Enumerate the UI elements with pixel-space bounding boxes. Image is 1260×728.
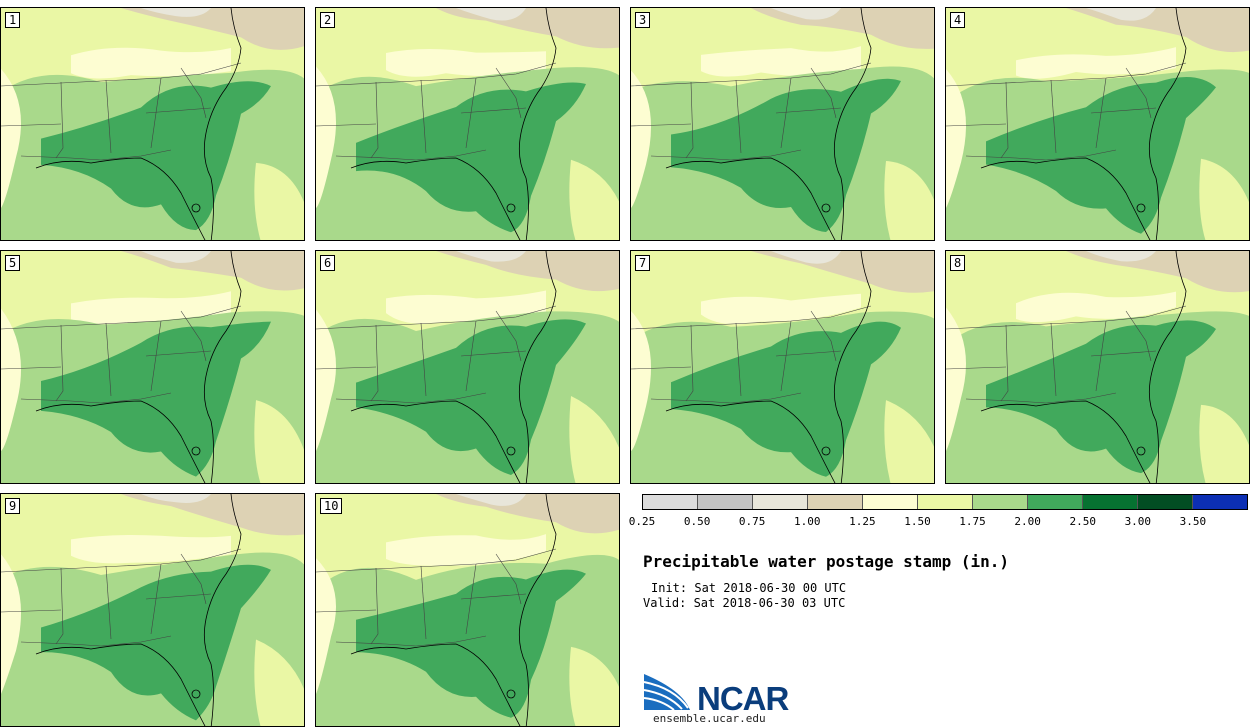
colorbar-tick-label: 2.50 — [1069, 515, 1096, 528]
colorbar-swatch — [973, 495, 1028, 509]
colorbar-swatch — [1193, 495, 1247, 509]
map-panel: 3 — [630, 7, 935, 241]
colorbar-tick-label: 1.75 — [959, 515, 986, 528]
colorbar-tick-label: 1.25 — [849, 515, 876, 528]
page-title: Precipitable water postage stamp (in.) — [643, 552, 1010, 571]
colorbar — [642, 494, 1248, 510]
colorbar-swatch — [643, 495, 698, 509]
colorbar-swatch — [918, 495, 973, 509]
map-panel: 10 — [315, 493, 620, 727]
panel-number: 4 — [950, 12, 966, 28]
colorbar-tick-label: 3.50 — [1179, 515, 1207, 528]
colorbar-swatch — [808, 495, 863, 509]
map-panel: 1 — [0, 7, 305, 241]
init-time: Init: Sat 2018-06-30 00 UTC — [651, 581, 847, 595]
map-panel: 7 — [630, 250, 935, 484]
colorbar-tick-label: 2.00 — [1014, 515, 1041, 528]
panel-number: 10 — [320, 498, 343, 514]
colorbar-swatch — [698, 495, 753, 509]
map-panel: 8 — [945, 250, 1250, 484]
panel-number: 9 — [5, 498, 21, 514]
valid-time: Valid: Sat 2018-06-30 03 UTC — [643, 596, 846, 610]
panel-number: 2 — [320, 12, 336, 28]
map-panel: 2 — [315, 7, 620, 241]
logo-text: NCAR — [697, 680, 789, 717]
map-panel: 9 — [0, 493, 305, 727]
logo-url: ensemble.ucar.edu — [653, 712, 766, 725]
colorbar-tick-label: 3.00 — [1124, 515, 1152, 528]
panel-number: 3 — [635, 12, 651, 28]
colorbar-tick-label: 0.25 — [628, 515, 656, 528]
map-panel: 4 — [945, 7, 1250, 241]
colorbar-swatch — [1028, 495, 1083, 509]
panel-number: 1 — [5, 12, 21, 28]
colorbar-tick-label: 0.50 — [683, 515, 711, 528]
panel-number: 8 — [950, 255, 966, 271]
ncar-logo-icon — [643, 674, 690, 711]
map-panel: 5 — [0, 250, 305, 484]
panel-number: 5 — [5, 255, 21, 271]
colorbar-swatch — [1083, 495, 1138, 509]
panel-number: 6 — [320, 255, 336, 271]
colorbar-swatch — [863, 495, 918, 509]
map-panel: 6 — [315, 250, 620, 484]
panel-number: 7 — [635, 255, 651, 271]
colorbar-tick-label: 1.00 — [794, 515, 821, 528]
colorbar-tick-label: 0.75 — [738, 515, 766, 528]
colorbar-ticks: 0.25 0.50 0.75 1.00 1.25 1.50 1.75 2.00 2.50 3.00… — [627, 515, 1260, 529]
colorbar-swatch — [753, 495, 808, 509]
colorbar-swatch — [1138, 495, 1193, 509]
colorbar-tick-label: 1.50 — [904, 515, 931, 528]
